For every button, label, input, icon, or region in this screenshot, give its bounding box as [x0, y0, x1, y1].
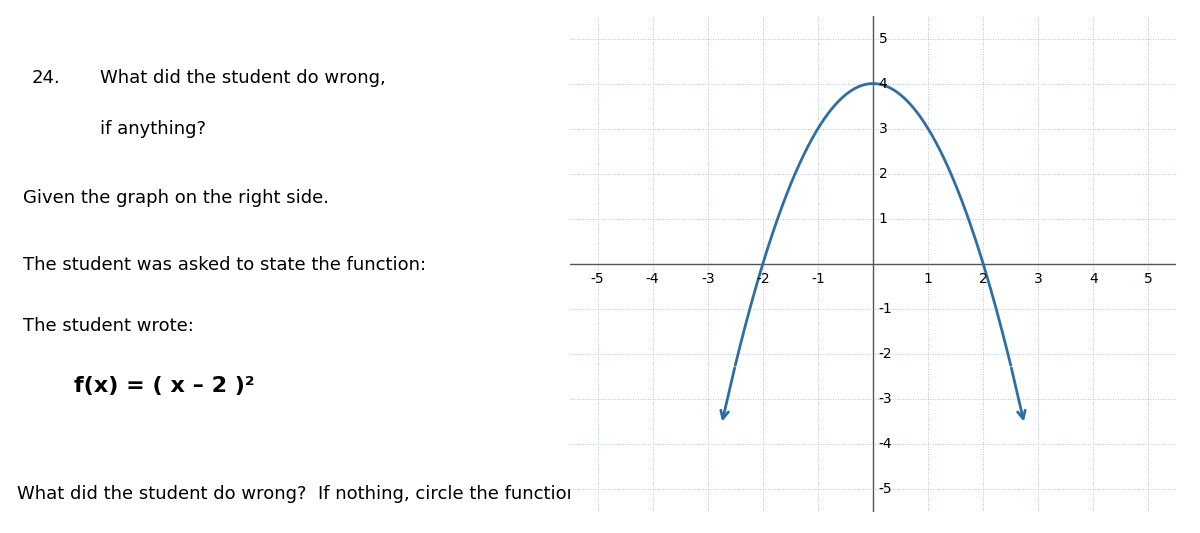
Text: 5: 5 — [878, 31, 887, 45]
Text: -5: -5 — [878, 482, 892, 496]
Text: -3: -3 — [701, 272, 714, 286]
Text: 2: 2 — [979, 272, 988, 286]
Text: -2: -2 — [878, 347, 892, 361]
Text: -1: -1 — [878, 302, 893, 316]
Text: -2: -2 — [756, 272, 769, 286]
Text: f(x) = ( x – 2 )²: f(x) = ( x – 2 )² — [74, 376, 254, 396]
Text: 2: 2 — [878, 167, 887, 181]
Text: The student wrote:: The student wrote: — [23, 317, 193, 335]
Text: 4: 4 — [878, 77, 887, 91]
Text: 5: 5 — [1144, 272, 1153, 286]
Text: -4: -4 — [878, 437, 892, 451]
Text: 3: 3 — [878, 122, 887, 135]
Text: 3: 3 — [1034, 272, 1043, 286]
Text: -4: -4 — [646, 272, 660, 286]
Text: Given the graph on the right side.: Given the graph on the right side. — [23, 189, 329, 207]
Text: -5: -5 — [590, 272, 605, 286]
Text: if anything?: if anything? — [100, 120, 205, 138]
Text: -3: -3 — [878, 392, 892, 406]
Text: 4: 4 — [1088, 272, 1098, 286]
Text: 24.: 24. — [31, 69, 60, 87]
Text: What did the student do wrong,: What did the student do wrong, — [100, 69, 385, 87]
Text: -1: -1 — [811, 272, 824, 286]
Text: 1: 1 — [924, 272, 932, 286]
Text: 1: 1 — [878, 212, 887, 226]
Text: What did the student do wrong?  If nothing, circle the function.: What did the student do wrong? If nothin… — [17, 485, 584, 503]
Text: The student was asked to state the function:: The student was asked to state the funct… — [23, 256, 426, 274]
